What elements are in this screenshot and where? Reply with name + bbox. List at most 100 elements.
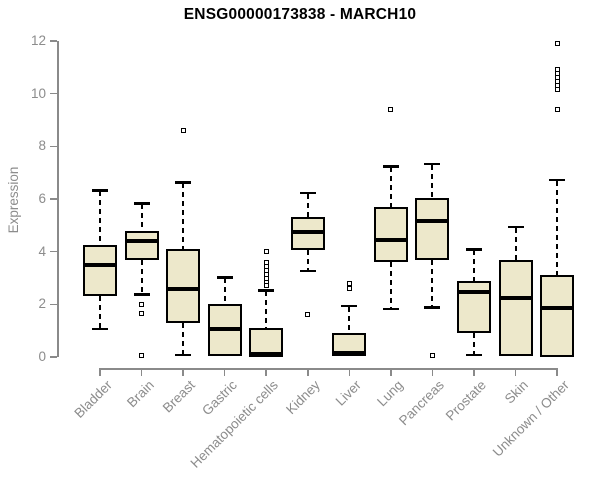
y-tick-label: 10 bbox=[30, 85, 46, 101]
y-tick bbox=[50, 145, 57, 148]
outlier-point bbox=[346, 280, 352, 286]
upper-whisker-cap bbox=[341, 304, 358, 308]
lower-whisker-line bbox=[99, 296, 101, 329]
lower-whisker-cap bbox=[133, 293, 150, 296]
median-line bbox=[498, 295, 533, 300]
upper-whisker-line bbox=[99, 191, 101, 246]
boxplot-box bbox=[456, 280, 491, 334]
y-tick bbox=[50, 303, 57, 306]
lower-whisker-line bbox=[389, 262, 392, 309]
boxplot-box bbox=[498, 259, 533, 356]
y-tick bbox=[50, 40, 57, 42]
y-tick bbox=[50, 250, 57, 253]
y-tick-label: 8 bbox=[38, 138, 46, 154]
lower-whisker-line bbox=[182, 322, 185, 355]
y-tick bbox=[50, 356, 57, 358]
y-tick-label: 4 bbox=[38, 243, 46, 259]
lower-whisker-cap bbox=[92, 327, 108, 331]
lower-whisker-line bbox=[140, 259, 143, 294]
median-line bbox=[332, 351, 367, 356]
upper-whisker-line bbox=[306, 193, 309, 218]
x-tick bbox=[556, 368, 558, 376]
x-tick bbox=[473, 368, 475, 376]
median-line bbox=[83, 262, 117, 267]
upper-whisker-cap bbox=[133, 202, 150, 205]
boxplot-box bbox=[166, 249, 201, 323]
boxplot-box bbox=[124, 230, 159, 260]
x-axis-line bbox=[99, 368, 558, 370]
outlier-point bbox=[346, 286, 352, 292]
upper-whisker-cap bbox=[424, 162, 441, 166]
upper-whisker-line bbox=[431, 164, 434, 198]
y-axis-line bbox=[57, 41, 59, 357]
x-tick bbox=[140, 368, 143, 376]
lower-whisker-line bbox=[431, 259, 434, 307]
upper-whisker-line bbox=[514, 227, 517, 260]
median-line bbox=[249, 352, 284, 357]
median-line bbox=[166, 286, 201, 291]
outlier-point bbox=[139, 301, 145, 307]
outlier-point bbox=[305, 312, 311, 318]
x-tick bbox=[265, 368, 267, 376]
upper-whisker-cap bbox=[507, 225, 524, 229]
median-line bbox=[124, 239, 159, 244]
upper-whisker-line bbox=[265, 291, 268, 329]
lower-whisker-cap bbox=[382, 307, 399, 311]
median-line bbox=[540, 306, 575, 311]
x-tick bbox=[390, 368, 392, 376]
x-tick bbox=[431, 368, 434, 376]
lower-whisker-cap bbox=[424, 306, 441, 309]
upper-whisker-cap bbox=[382, 165, 399, 168]
x-tick bbox=[99, 368, 101, 376]
lower-whisker-cap bbox=[465, 353, 482, 357]
median-line bbox=[456, 290, 491, 295]
outlier-point bbox=[388, 106, 394, 112]
y-tick-label: 6 bbox=[38, 191, 46, 206]
median-line bbox=[207, 327, 242, 332]
upper-whisker-line bbox=[223, 278, 226, 305]
outlier-point bbox=[180, 128, 186, 134]
chart-title: ENSG00000173838 - MARCH10 bbox=[183, 6, 417, 23]
y-tick bbox=[50, 92, 57, 95]
outlier-point bbox=[554, 106, 560, 112]
upper-whisker-cap bbox=[549, 178, 566, 182]
x-tick bbox=[348, 368, 351, 376]
upper-whisker-cap bbox=[92, 189, 108, 192]
boxplot-box bbox=[83, 245, 117, 297]
upper-whisker-cap bbox=[465, 248, 482, 251]
y-tick-label: 2 bbox=[38, 296, 46, 312]
median-line bbox=[415, 219, 450, 224]
upper-whisker-cap bbox=[175, 181, 192, 184]
y-tick-label: 0 bbox=[38, 349, 46, 364]
upper-whisker-line bbox=[472, 250, 475, 281]
upper-whisker-line bbox=[348, 306, 351, 334]
x-tick bbox=[514, 368, 517, 376]
outlier-point bbox=[139, 311, 145, 317]
upper-whisker-cap bbox=[216, 276, 233, 279]
outlier-point bbox=[263, 249, 269, 255]
boxplot-box bbox=[373, 206, 408, 263]
upper-whisker-line bbox=[182, 183, 185, 250]
outlier-point bbox=[263, 259, 269, 265]
x-tick bbox=[223, 368, 226, 376]
median-line bbox=[290, 229, 325, 234]
outlier-point bbox=[554, 67, 560, 73]
outlier-point bbox=[429, 353, 435, 359]
outlier-point bbox=[554, 41, 560, 47]
upper-whisker-cap bbox=[258, 289, 275, 292]
upper-whisker-cap bbox=[299, 191, 316, 195]
median-line bbox=[373, 237, 408, 242]
x-tick bbox=[182, 368, 184, 376]
upper-whisker-line bbox=[140, 204, 143, 231]
y-tick bbox=[50, 198, 57, 200]
boxplot-box bbox=[540, 275, 575, 357]
lower-whisker-line bbox=[472, 333, 475, 355]
upper-whisker-line bbox=[556, 180, 559, 276]
x-tick bbox=[307, 368, 309, 376]
lower-whisker-cap bbox=[175, 353, 192, 357]
boxplot-box bbox=[415, 197, 450, 260]
lower-whisker-cap bbox=[299, 269, 316, 273]
y-tick-label: 12 bbox=[30, 33, 46, 48]
